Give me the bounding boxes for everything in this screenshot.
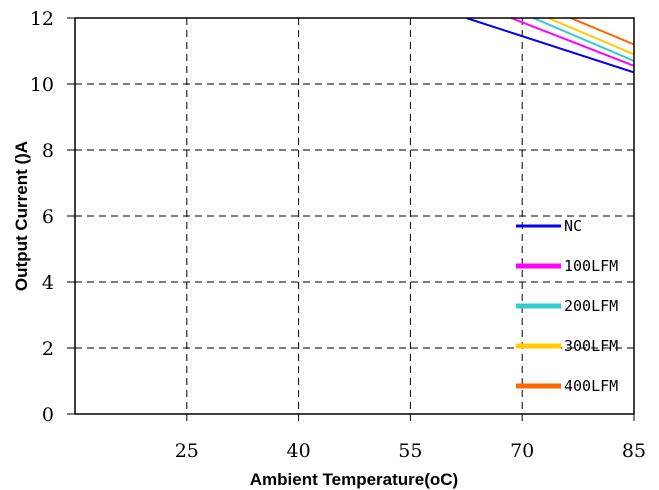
- x-axis-title: Ambient Temperature(oC): [250, 470, 458, 489]
- series-line-200lfm: [532, 18, 634, 62]
- series-line-nc: [465, 18, 634, 74]
- legend-label-200lfm: 200LFM: [564, 297, 618, 315]
- series-line-300lfm: [547, 18, 634, 56]
- y-tick-label: 0: [42, 404, 54, 426]
- y-tick-label: 10: [30, 74, 54, 96]
- y-tick-label: 6: [42, 206, 54, 228]
- legend-label-400lfm: 400LFM: [564, 377, 618, 395]
- series-line-100lfm: [510, 18, 634, 67]
- x-tick-label: 85: [622, 440, 646, 462]
- y-tick-label: 2: [42, 338, 54, 360]
- series-lines: [465, 18, 634, 74]
- x-tick-label: 25: [175, 440, 199, 462]
- x-tick-label: 70: [510, 440, 534, 462]
- y-axis-title: Output Current ()A: [12, 141, 31, 291]
- x-tick-label: 55: [398, 440, 422, 462]
- legend-label-100lfm: 100LFM: [564, 257, 618, 275]
- tick-labels: 25 40 55 70 85 0 2 4 6 8 10 12: [30, 8, 646, 462]
- x-tick-label: 40: [287, 440, 311, 462]
- y-tick-label: 12: [30, 8, 54, 30]
- legend: NC 100LFM 200LFM 300LFM 400LFM: [516, 217, 618, 395]
- grid: [75, 18, 634, 414]
- legend-label-300lfm: 300LFM: [564, 337, 618, 355]
- y-tick-label: 8: [42, 140, 54, 162]
- series-line-400lfm: [570, 18, 634, 46]
- legend-label-nc: NC: [564, 217, 582, 235]
- y-tick-label: 4: [42, 272, 54, 294]
